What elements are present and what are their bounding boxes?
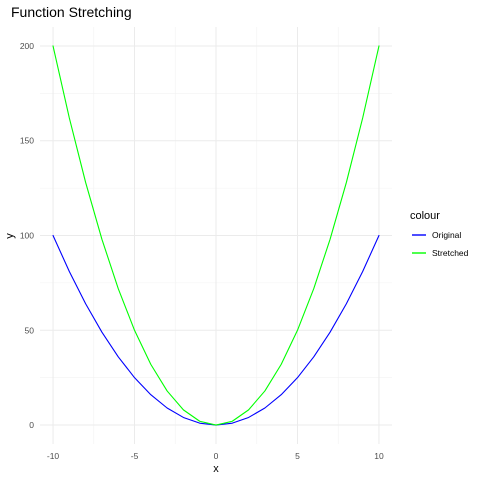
legend-label-original: Original [432, 230, 461, 240]
series-line-stretched [52, 45, 380, 426]
x-tick-label: -5 [131, 451, 139, 461]
legend: colour Original Stretched [410, 210, 469, 258]
y-tick-label: 50 [25, 325, 35, 335]
x-tick-label: 0 [214, 451, 219, 461]
y-tick-labels: 0 50 100 150 200 [20, 41, 34, 430]
legend-items: Original Stretched [412, 230, 469, 258]
y-tick-label: 150 [20, 136, 34, 146]
x-axis-label: x [213, 463, 219, 475]
x-tick-label: -10 [47, 451, 60, 461]
y-tick-label: 200 [20, 41, 34, 51]
x-tick-label: 5 [295, 451, 300, 461]
series-layer [52, 45, 380, 426]
legend-title: colour [410, 210, 440, 222]
grid-major [40, 27, 392, 444]
y-axis-label: y [4, 233, 16, 239]
chart-title: Function Stretching [11, 4, 132, 20]
y-tick-label: 100 [20, 231, 34, 241]
legend-label-stretched: Stretched [432, 248, 469, 258]
y-tick-label: 0 [29, 420, 34, 430]
x-tick-label: 10 [374, 451, 384, 461]
x-tick-labels: -10 -5 0 5 10 [47, 451, 384, 461]
